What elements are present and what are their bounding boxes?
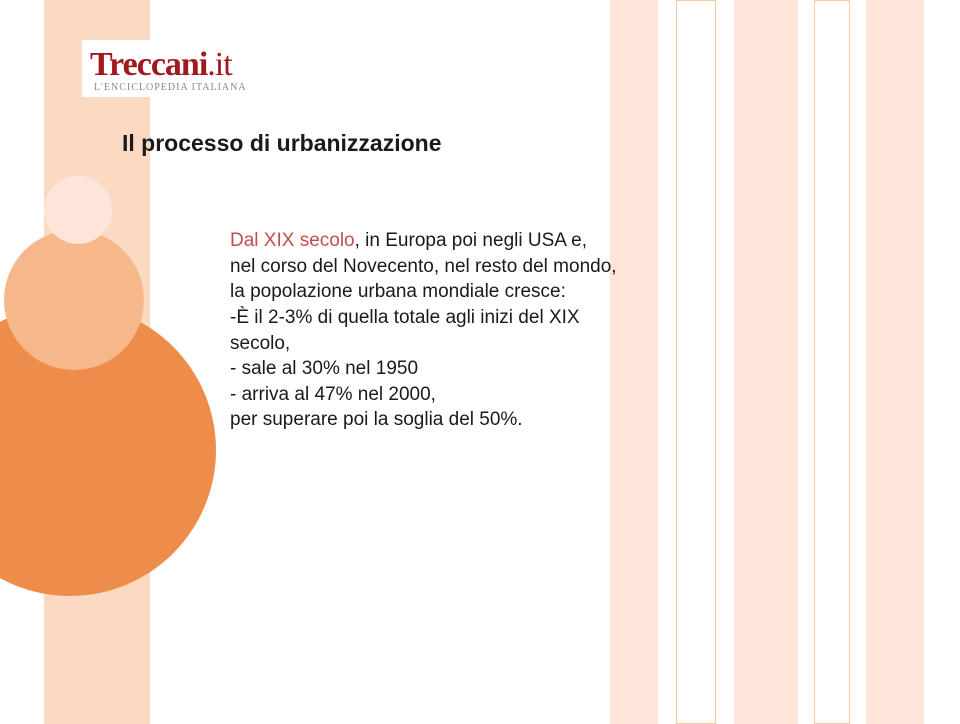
- body-line: - sale al 30% nel 1950: [230, 356, 790, 382]
- slide-title: Il processo di urbanizzazione: [122, 130, 442, 157]
- accent-text: Dal XIX secolo: [230, 230, 355, 251]
- body-line: la popolazione urbana mondiale cresce:: [230, 279, 790, 305]
- body-line: -È il 2-3% di quella totale agli inizi d…: [230, 305, 790, 331]
- body-line: - arriva al 47% nel 2000,: [230, 382, 790, 408]
- bg-stripe: [866, 0, 924, 724]
- slide-body: Dal XIX secolo, in Europa poi negli USA …: [230, 228, 790, 433]
- body-text-span: la popolazione urbana mondiale cresce:: [230, 281, 566, 302]
- body-line: nel corso del Novecento, nel resto del m…: [230, 254, 790, 280]
- body-text-span: - sale al 30% nel 1950: [230, 358, 418, 379]
- logo: Treccani.it L'ENCICLOPEDIA ITALIANA: [82, 40, 255, 97]
- body-line: per superare poi la soglia del 50%.: [230, 407, 790, 433]
- body-text-span: -È il 2-3% di quella totale agli inizi d…: [230, 307, 580, 328]
- body-line: secolo,: [230, 331, 790, 357]
- decor-circle: [44, 176, 112, 244]
- logo-tagline: L'ENCICLOPEDIA ITALIANA: [90, 82, 247, 93]
- body-text-span: , in Europa poi negli USA e,: [355, 230, 587, 251]
- bg-stripe: [814, 0, 850, 724]
- body-text-span: - arriva al 47% nel 2000,: [230, 384, 436, 405]
- body-text-span: secolo,: [230, 333, 290, 354]
- body-text-span: nel corso del Novecento, nel resto del m…: [230, 256, 617, 277]
- logo-suffix: .it: [207, 46, 231, 83]
- body-text-span: per superare poi la soglia del 50%.: [230, 409, 523, 430]
- logo-name: Treccani: [90, 46, 207, 83]
- decor-circle: [4, 230, 144, 370]
- body-line: Dal XIX secolo, in Europa poi negli USA …: [230, 228, 790, 254]
